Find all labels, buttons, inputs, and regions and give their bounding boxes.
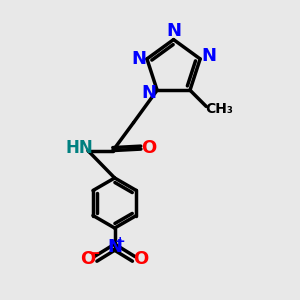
Text: HN: HN <box>65 139 93 157</box>
Text: O: O <box>142 139 157 157</box>
Text: N: N <box>107 238 122 256</box>
Text: N: N <box>166 22 181 40</box>
Text: N: N <box>131 50 146 68</box>
Text: O: O <box>134 250 149 268</box>
Text: O: O <box>80 250 96 268</box>
Text: CH₃: CH₃ <box>206 102 233 116</box>
Text: −: − <box>87 246 100 261</box>
Text: N: N <box>141 84 156 102</box>
Text: +: + <box>115 235 125 248</box>
Text: N: N <box>201 47 216 65</box>
